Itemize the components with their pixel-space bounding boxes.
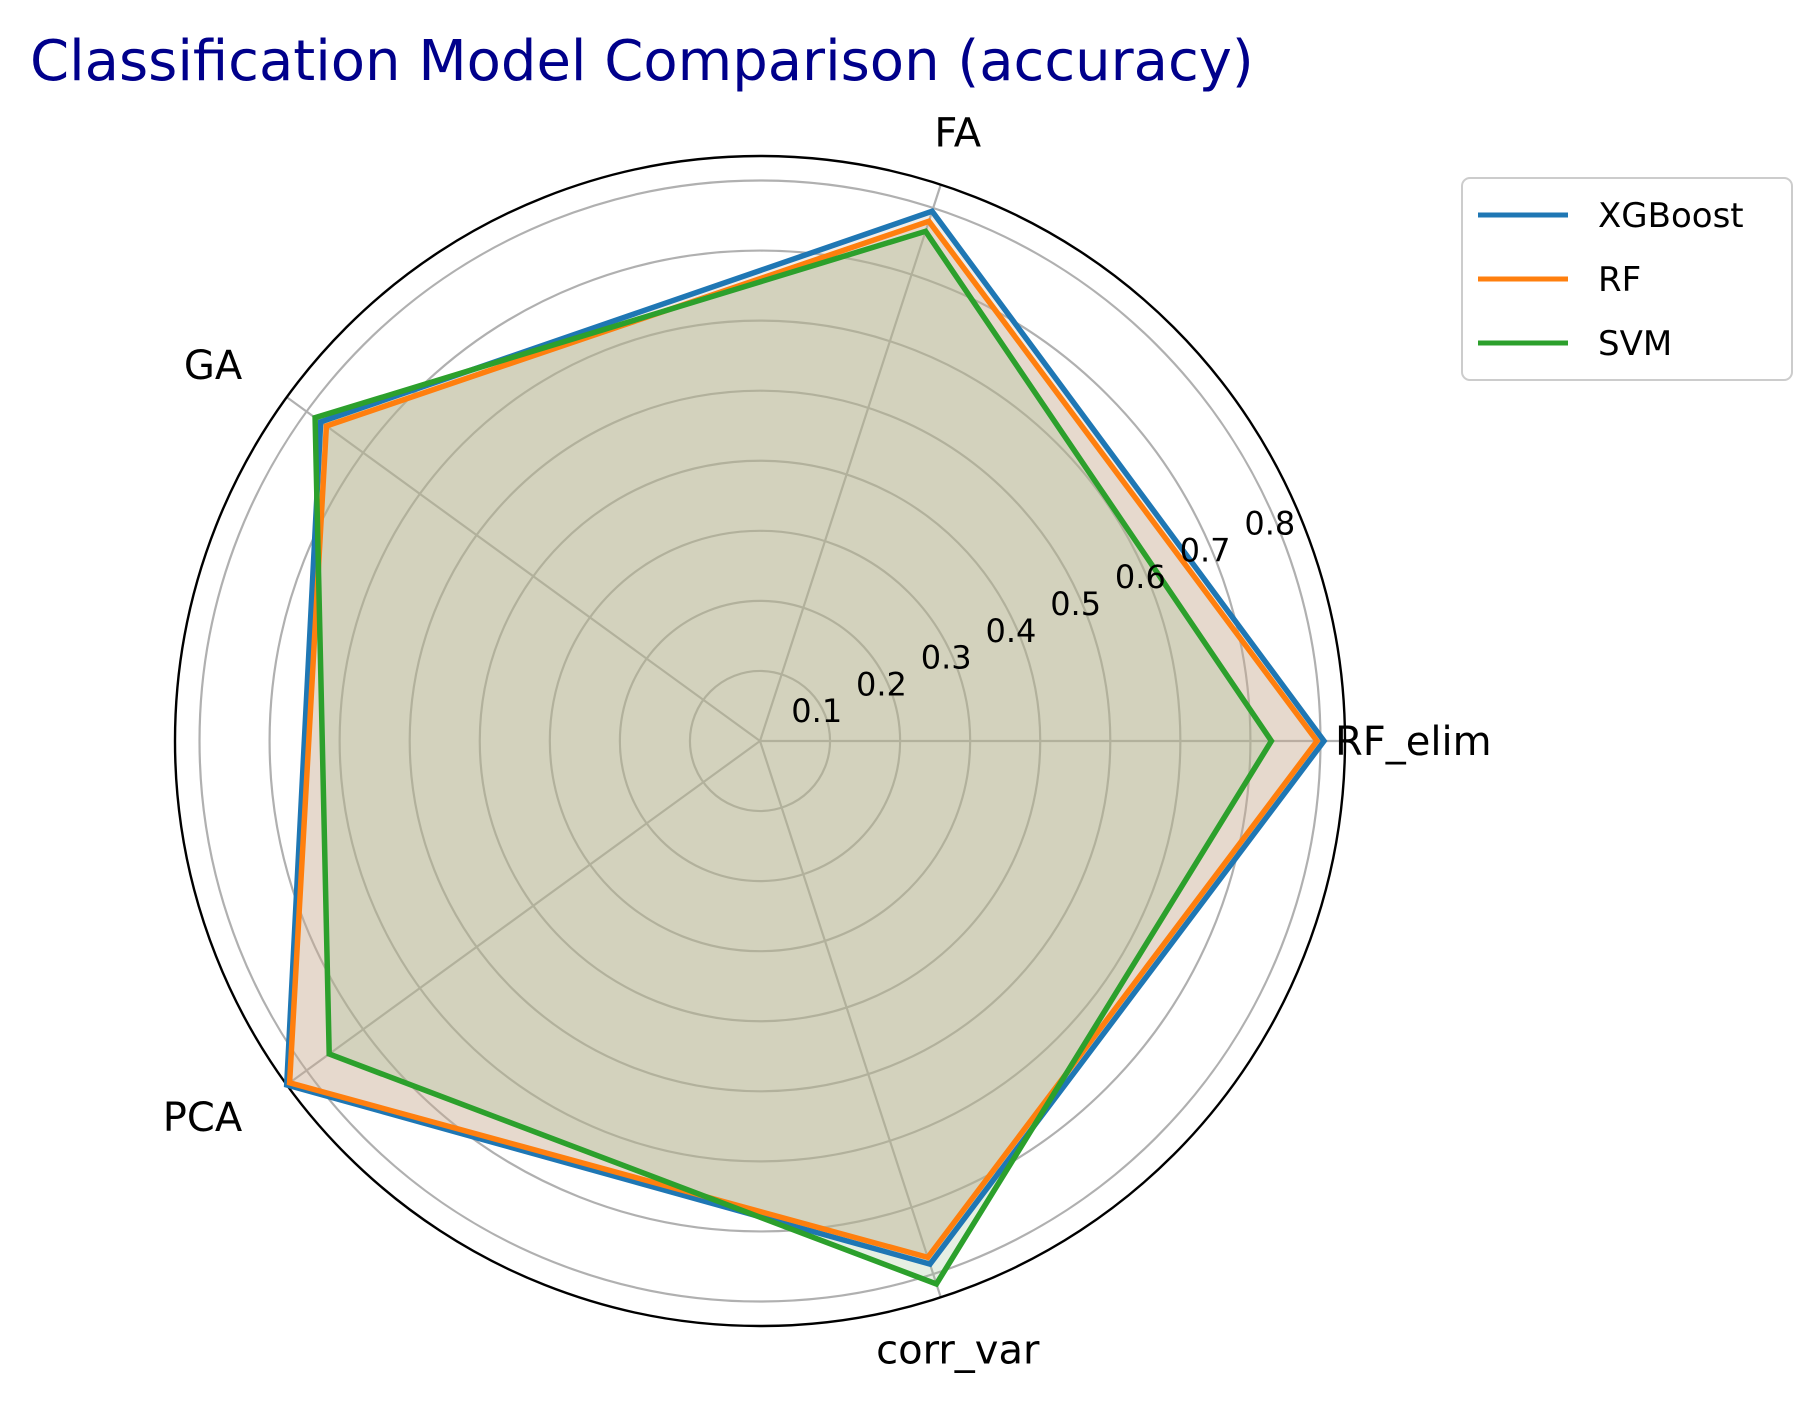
series-lines [283,208,1328,1288]
radial-tick-label: 0.2 [856,665,907,703]
legend: XGBoost RF SVM [1461,177,1793,381]
radial-tick-label: 0.7 [1180,531,1231,569]
series-fill-rf [289,221,1318,1258]
series-line-xgboost [283,208,1328,1268]
grid-spoke-5 [758,740,942,1298]
category-label: FA [934,110,981,156]
radial-tick-label: 0.3 [921,639,972,677]
radial-tick-label: 0.8 [1244,505,1295,543]
category-label: RF_elim [1335,719,1492,765]
grid-spoke-3 [286,396,761,742]
grid-spoke-4 [286,740,761,1086]
outer-frame [173,154,1347,1328]
legend-box [1461,177,1793,381]
category-labels: RF_elim FA GA PCA corr_var [163,110,1492,1373]
series-line-rf [286,218,1321,1261]
category-label: corr_var [876,1328,1040,1374]
radial-tick-label: 0.4 [985,612,1036,650]
category-label: PCA [163,1095,243,1141]
series-fill-svm [315,231,1272,1284]
category-label: GA [184,343,243,389]
grid-spoke-2 [758,184,942,742]
radial-tick-label: 0.1 [791,692,842,730]
legend-label: SVM [1598,324,1672,364]
radar-grid [173,154,1347,1328]
series-fills [286,211,1325,1284]
radial-tick-label: 0.6 [1115,558,1166,596]
legend-label: RF [1598,260,1641,300]
legend-label: XGBoost [1598,196,1744,236]
chart-title: Classification Model Comparison (accurac… [30,29,1254,94]
series-line-svm [312,228,1275,1288]
radial-tick-labels: 0.1 0.2 0.3 0.4 0.5 0.6 0.7 0.8 [791,505,1295,731]
series-fill-xgboost [286,211,1325,1265]
radial-tick-label: 0.5 [1050,585,1101,623]
